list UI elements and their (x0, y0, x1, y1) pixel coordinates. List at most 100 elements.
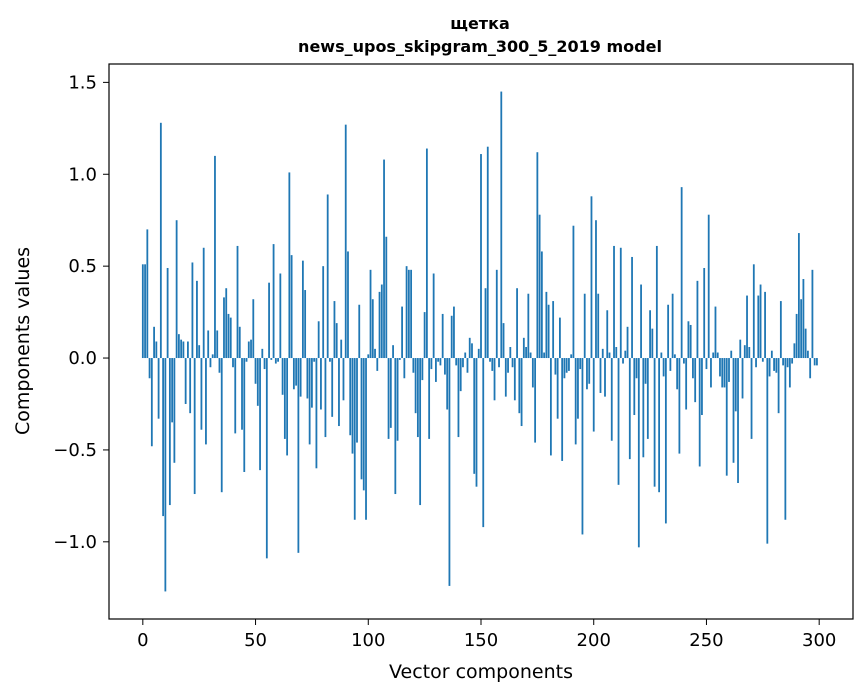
bar-component-288 (791, 358, 794, 364)
bar-component-259 (725, 358, 728, 476)
bar-component-184 (556, 358, 559, 419)
bar-component-290 (795, 313, 798, 359)
bar-component-269 (748, 347, 751, 359)
bar-component-32 (214, 155, 216, 359)
bar-component-176 (538, 214, 541, 359)
bar-component-293 (802, 279, 805, 359)
bar-component-220 (637, 358, 640, 548)
bar-component-85 (333, 301, 336, 359)
bar-component-254 (714, 306, 717, 359)
bar-component-81 (324, 358, 327, 438)
bar-component-298 (813, 358, 816, 366)
chart-title-line1: щетка (450, 14, 509, 33)
bar-component-147 (473, 358, 476, 474)
bar-component-200 (592, 358, 595, 432)
bar-component-158 (498, 358, 500, 368)
bar-component-70 (299, 358, 302, 397)
bar-component-232 (664, 358, 667, 524)
bar-component-102 (371, 299, 374, 359)
bar-component-11 (166, 267, 169, 359)
bar-component-195 (581, 358, 584, 535)
bar-component-98 (362, 358, 365, 491)
bar-component-34 (218, 358, 221, 373)
bar-component-82 (326, 194, 329, 359)
bar-component-112 (394, 358, 397, 495)
bar-component-26 (200, 358, 203, 430)
bar-component-253 (712, 352, 715, 359)
bar-component-24 (196, 280, 198, 359)
plot-frame (108, 63, 854, 620)
bar-component-73 (306, 358, 309, 399)
bar-component-117 (405, 266, 408, 359)
bar-component-216 (628, 358, 631, 460)
bar-component-0 (141, 264, 144, 359)
bar-component-95 (356, 358, 358, 443)
bar-component-226 (651, 328, 654, 359)
bar-component-76 (313, 358, 316, 362)
bar-component-12 (168, 358, 171, 506)
bar-component-231 (662, 358, 665, 377)
bar-component-258 (723, 358, 726, 388)
bar-component-93 (351, 358, 354, 454)
bar-component-206 (606, 310, 609, 359)
bar-component-101 (369, 269, 372, 359)
bar-component-16 (177, 334, 180, 359)
bar-component-53 (261, 348, 264, 359)
bar-component-274 (759, 284, 762, 359)
bar-component-96 (358, 304, 361, 359)
bar-component-148 (475, 358, 478, 487)
bar-component-67 (292, 358, 295, 390)
bar-component-39 (229, 317, 232, 359)
bar-component-174 (534, 358, 537, 443)
bar-component-180 (547, 304, 550, 359)
bar-component-123 (419, 358, 422, 506)
bar-component-80 (322, 266, 325, 359)
bar-component-296 (809, 358, 812, 379)
bar-component-155 (491, 358, 494, 371)
bar-component-56 (268, 282, 270, 359)
x-tick-label: 200 (577, 630, 611, 651)
bar-component-152 (484, 288, 487, 359)
bar-component-37 (225, 288, 228, 359)
bar-component-145 (468, 337, 471, 359)
bar-component-217 (631, 256, 633, 359)
bar-component-202 (597, 293, 600, 359)
bar-component-221 (640, 284, 642, 359)
bar-component-51 (256, 358, 259, 406)
bar-component-295 (807, 350, 809, 359)
bar-component-19 (184, 358, 187, 404)
bar-component-88 (340, 339, 343, 359)
bar-component-285 (784, 358, 787, 520)
bar-component-163 (509, 347, 512, 359)
bar-component-247 (698, 358, 701, 467)
bar-component-166 (516, 288, 518, 359)
bar-component-201 (595, 220, 597, 359)
bar-component-280 (773, 358, 775, 371)
bar-component-134 (444, 358, 446, 375)
bar-component-133 (441, 313, 444, 359)
bar-component-252 (710, 358, 712, 388)
y-axis-label: Components values (12, 247, 34, 435)
bar-component-193 (577, 358, 579, 419)
bar-component-44 (241, 358, 243, 430)
y-tick-label: 0.0 (68, 348, 97, 369)
bar-component-52 (259, 358, 261, 471)
bar-component-68 (295, 358, 298, 386)
bar-component-230 (660, 352, 663, 359)
bar-component-138 (453, 306, 455, 359)
bar-component-140 (457, 358, 460, 438)
bar-component-28 (205, 358, 207, 445)
x-axis-ticks: 0 50 100 150 200 250 300 (137, 619, 836, 651)
bar-component-36 (223, 297, 225, 359)
bar-component-207 (608, 352, 611, 359)
bar-component-282 (777, 358, 780, 414)
bar-component-115 (401, 306, 403, 359)
bar-component-60 (277, 358, 279, 362)
bar-component-205 (604, 358, 606, 397)
bar-component-61 (279, 273, 282, 359)
bar-component-13 (171, 358, 174, 423)
bar-component-270 (750, 358, 753, 439)
bar-component-165 (513, 358, 516, 401)
bar-component-132 (439, 358, 442, 366)
bar-component-139 (455, 358, 458, 366)
